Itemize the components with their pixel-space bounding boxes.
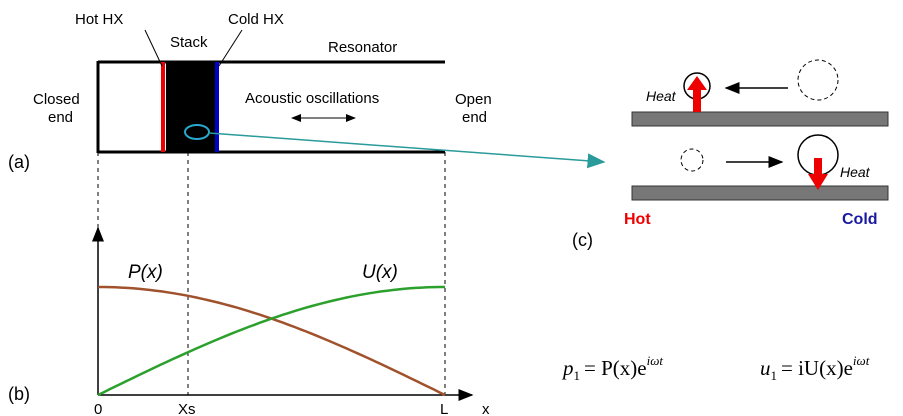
- parcel: [680, 148, 704, 172]
- zoom-ellipse: [184, 124, 210, 140]
- label: Hot HX: [75, 11, 123, 28]
- equation: u1 = iU(x)eiωt: [760, 353, 870, 383]
- panel-label: (c): [572, 230, 593, 250]
- label: Open: [455, 91, 492, 108]
- plate: [631, 185, 889, 201]
- eq-sub: 1: [771, 368, 778, 383]
- label: end: [462, 109, 487, 126]
- equation: p1 = P(x)eiωt: [561, 353, 663, 383]
- axis-label: x: [482, 401, 490, 416]
- label: Cold HX: [228, 11, 284, 28]
- label: Acoustic oscillations: [245, 90, 379, 107]
- eq-rhs: = iU(x)e: [781, 356, 853, 380]
- eq-sup: iωt: [647, 353, 664, 368]
- eq-sup: iωt: [853, 353, 870, 368]
- label: Stack: [170, 34, 208, 51]
- label: Hot: [624, 211, 651, 228]
- panel-label: (b): [8, 384, 30, 404]
- curve-label: P(x): [128, 262, 163, 283]
- tick-label: 0: [94, 401, 102, 416]
- panel-label: (a): [8, 152, 30, 172]
- tick-label: Xs: [178, 401, 196, 416]
- resonator-tube: [96, 60, 445, 154]
- label: Heat: [840, 164, 871, 180]
- heat-arrow: [687, 76, 707, 112]
- label: Cold: [842, 211, 878, 228]
- label: Closed: [33, 91, 80, 108]
- eq-sub: 1: [574, 368, 581, 383]
- parcel: [797, 59, 839, 101]
- p-curve: [98, 285, 446, 397]
- heat-arrow: [808, 158, 828, 190]
- eq-var: u: [760, 356, 771, 380]
- eq-var: p: [561, 356, 574, 380]
- label: end: [48, 109, 73, 126]
- label: Heat: [646, 88, 677, 104]
- label: Resonator: [328, 39, 397, 56]
- plate: [631, 111, 889, 127]
- zoom-arrow: [208, 132, 606, 169]
- u-curve: [97, 285, 445, 397]
- pointer: [218, 29, 243, 67]
- curve-label: U(x): [362, 262, 398, 283]
- eq-rhs: = P(x)e: [584, 356, 647, 380]
- pointer: [144, 29, 163, 67]
- tick-label: L: [440, 401, 448, 416]
